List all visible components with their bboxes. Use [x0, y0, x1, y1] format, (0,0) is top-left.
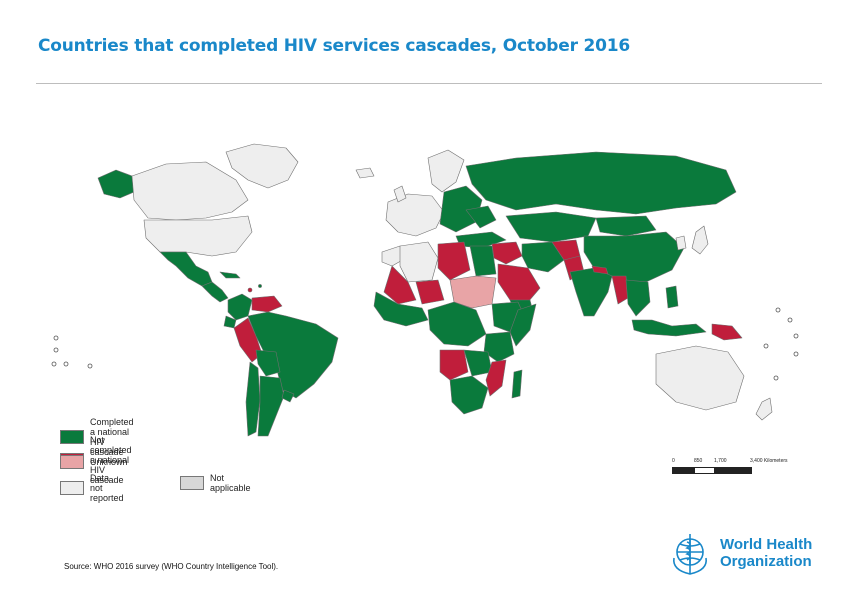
region-algeria [399, 241, 439, 283]
region-central-africa [427, 301, 487, 347]
region-mozambique [485, 359, 507, 397]
scale-segment [714, 467, 752, 474]
who-logo: World Health Organization [664, 530, 824, 580]
who-logo-line2: Organization [720, 553, 812, 570]
legend-swatch-not-applicable [180, 476, 204, 490]
region-angola [439, 349, 469, 381]
world-map [51, 143, 799, 437]
legend-label-not-reported: Data not reported [90, 473, 124, 503]
region-papua [711, 323, 743, 341]
region-east-africa [483, 331, 515, 363]
legend-item-not-applicable: Not applicable [180, 473, 251, 493]
region-india [569, 267, 613, 317]
who-logo-line1: World Health [720, 536, 813, 553]
region-scandinavia [427, 149, 465, 193]
region-mongolia [595, 215, 657, 237]
region-korea [675, 235, 687, 251]
title-divider [36, 83, 822, 84]
region-bolivia [255, 349, 281, 377]
region-venezuela [251, 295, 283, 313]
region-japan [691, 225, 709, 255]
region-mexico [159, 251, 213, 287]
region-west-africa [373, 291, 429, 327]
region-syria-iraq [491, 241, 523, 265]
region-australia [655, 345, 745, 411]
legend-item-not-reported: Data not reported [60, 473, 124, 503]
region-kazakhstan [505, 211, 597, 243]
region-southeast-asia [625, 279, 651, 317]
region-ukraine [465, 205, 497, 229]
region-china [583, 231, 685, 283]
scale-segment [672, 467, 696, 474]
legend-swatch-unknown [60, 455, 84, 469]
region-mali [383, 265, 417, 305]
region-greenland [225, 143, 299, 189]
legend-item-completed: Completed a national HIV cascade [60, 417, 134, 457]
legend-label-unknown: Unknown [90, 457, 128, 467]
region-saudi [497, 263, 541, 303]
region-new-zealand [755, 397, 773, 421]
region-niger [415, 279, 445, 305]
region-madagascar [511, 369, 523, 399]
region-philippines [665, 285, 679, 309]
region-egypt [469, 245, 497, 277]
source-note: Source: WHO 2016 survey (WHO Country Int… [64, 562, 279, 571]
scale-segment [694, 467, 716, 474]
region-nepal [591, 265, 609, 275]
region-myanmar [611, 275, 629, 305]
region-central-america [201, 281, 229, 303]
scale-label-3400: 3,400 Kilometers [750, 458, 788, 464]
region-libya [437, 241, 471, 281]
region-canada [131, 161, 249, 221]
region-iceland [355, 167, 375, 179]
legend-label-completed: Completed a national HIV cascade [90, 417, 134, 457]
who-logo-text: World Health Organization [720, 536, 812, 570]
region-indonesia [631, 319, 707, 337]
legend-label-not-completed: Not completed a national HIV cascade [90, 435, 132, 485]
scale-bar: 0 850 1,700 3,400 Kilometers [672, 458, 802, 488]
scale-label-1700: 1,700 [714, 458, 727, 464]
legend-label-not-applicable: Not applicable [210, 473, 251, 493]
legend-swatch-not-reported [60, 481, 84, 495]
region-southern-africa [449, 375, 489, 415]
region-western-europe [385, 193, 445, 237]
legend-swatch-completed [60, 430, 84, 444]
region-argentina [257, 375, 285, 437]
region-usa [143, 215, 253, 257]
page-title: Countries that completed HIV services ca… [38, 36, 631, 56]
region-somalia [509, 303, 537, 347]
legend-item-unknown: Unknown [60, 455, 128, 469]
region-russia [465, 151, 737, 215]
scale-label-850: 850 [694, 458, 703, 464]
who-emblem-icon [673, 534, 707, 575]
region-uruguay [281, 389, 295, 403]
region-chile [245, 361, 261, 437]
region-uk [393, 185, 407, 203]
region-alaska [97, 169, 135, 199]
scale-label-0: 0 [672, 458, 675, 464]
region-caribbean [219, 271, 241, 279]
